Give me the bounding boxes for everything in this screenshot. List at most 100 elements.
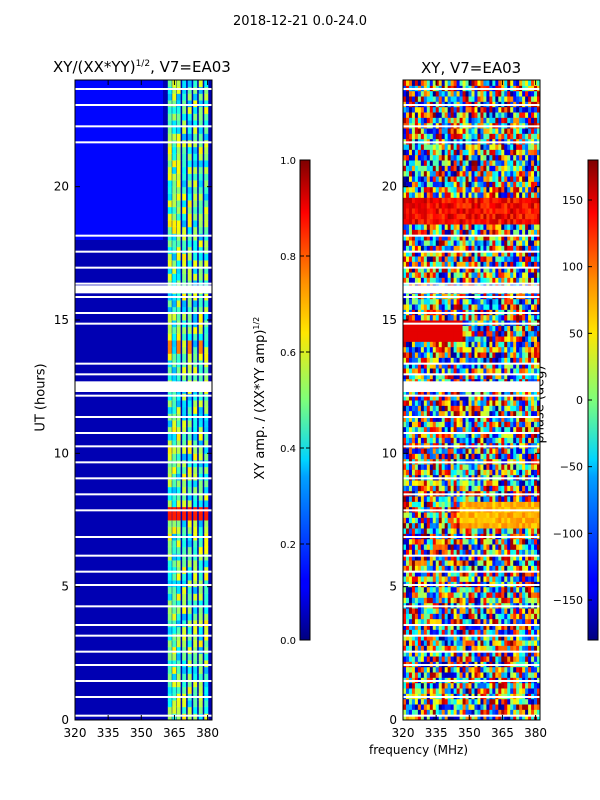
- right-heatmap-cell: [405, 448, 410, 454]
- right-heatmap-cell: [522, 314, 526, 321]
- right-heatmap-cell: [492, 538, 496, 545]
- right-heatmap-cell: [468, 266, 472, 273]
- left-heatmap-cell: [182, 653, 187, 661]
- left-heatmap-cell: [167, 420, 172, 428]
- right-heatmap-cell: [441, 464, 446, 470]
- right-heatmap-cell: [474, 640, 478, 646]
- right-heatmap-cell: [486, 330, 490, 337]
- left-panel-title: XY/(XX*YY)1/2, V7=EA03: [53, 58, 231, 76]
- left-heatmap-cell: [193, 586, 198, 594]
- right-heatmap-cell: [531, 576, 535, 582]
- right-heatmap-cell: [480, 325, 484, 332]
- right-heatmap-cell: [471, 608, 475, 614]
- right-heatmap-cell: [489, 256, 493, 262]
- right-panel-title: XY, V7=EA03: [421, 59, 522, 77]
- right-heatmap-cell: [426, 538, 431, 545]
- left-heatmap-cell: [172, 226, 177, 234]
- right-heatmap-cell: [456, 357, 461, 364]
- right-heatmap-cell: [525, 688, 529, 694]
- right-heatmap-cell: [513, 314, 517, 321]
- right-heatmap-cell: [456, 341, 461, 348]
- left-heatmap-cell: [176, 366, 181, 374]
- right-heatmap-cell: [441, 277, 446, 284]
- left-heatmap-cell: [167, 153, 172, 161]
- right-heatmap-cell: [477, 362, 481, 369]
- right-heatmap-cell: [489, 586, 493, 593]
- right-heatmap-cell: [498, 410, 502, 417]
- right-heatmap-cell: [513, 480, 517, 486]
- right-heatmap-cell: [519, 517, 523, 524]
- right-heatmap-cell: [507, 656, 511, 662]
- left-heatmap-cell: [172, 186, 177, 194]
- left-heatmap-cell: [176, 640, 181, 648]
- right-heatmap-cell: [438, 410, 443, 417]
- right-heatmap-cell: [525, 709, 529, 716]
- right-heatmap-cell: [450, 538, 455, 545]
- right-heatmap-cell: [411, 528, 416, 534]
- left-heatmap-gap: [75, 285, 212, 294]
- right-heatmap-cell: [537, 560, 540, 566]
- right-heatmap-cell: [483, 586, 487, 593]
- colorbar-tick-label: 0.2: [280, 540, 296, 551]
- right-heatmap-cell: [480, 570, 484, 577]
- right-heatmap-cell: [435, 714, 440, 720]
- right-heatmap-cell: [441, 352, 446, 358]
- left-heatmap-cell: [187, 93, 192, 101]
- right-heatmap-cell: [474, 400, 478, 406]
- right-heatmap-cell: [501, 389, 505, 396]
- left-heatmap-cell: [198, 173, 203, 181]
- left-heatmap-cell: [204, 446, 209, 454]
- right-heatmap-cell: [480, 362, 484, 369]
- right-heatmap-cell: [456, 656, 461, 662]
- left-heatmap-cell: [172, 373, 177, 381]
- right-heatmap-cell: [501, 261, 505, 268]
- right-heatmap-cell: [537, 266, 540, 273]
- right-heatmap-cell: [429, 432, 434, 438]
- right-heatmap-cell: [471, 576, 475, 582]
- right-heatmap-cell: [504, 570, 508, 577]
- right-heatmap-cell: [459, 538, 464, 545]
- right-heatmap-cell: [435, 405, 440, 412]
- right-heatmap-cell: [408, 314, 413, 321]
- right-heatmap-cell: [411, 501, 416, 508]
- right-heatmap-cell: [534, 400, 538, 406]
- right-heatmap-cell: [531, 261, 535, 268]
- right-heatmap-cell: [534, 250, 538, 257]
- right-heatmap-cell: [453, 304, 458, 310]
- right-heatmap-cell: [426, 373, 431, 380]
- right-heatmap-cell: [486, 261, 490, 268]
- left-heatmap-cell: [172, 520, 177, 528]
- right-heatmap-cell: [489, 448, 493, 454]
- right-heatmap-cell: [450, 650, 455, 657]
- right-heatmap-cell: [537, 357, 540, 364]
- right-heatmap-cell: [474, 709, 478, 716]
- right-heatmap-cell: [471, 298, 475, 305]
- right-heatmap-cell: [468, 405, 472, 412]
- right-heatmap-cell: [426, 613, 431, 620]
- right-heatmap-cell: [498, 592, 502, 598]
- left-heatmap-cell: [204, 406, 209, 414]
- right-heatmap-cell: [531, 352, 535, 358]
- left-heatmap-cell: [167, 606, 172, 614]
- right-heatmap-cell: [432, 314, 437, 321]
- right-heatmap-cell: [438, 336, 443, 342]
- right-heatmap-cell: [426, 394, 431, 401]
- right-heatmap-cell: [465, 394, 470, 401]
- left-heatmap-cell: [172, 266, 177, 274]
- right-heatmap-cell: [403, 325, 407, 332]
- right-heatmap-cell: [414, 512, 419, 518]
- right-heatmap-cell: [453, 522, 458, 529]
- right-heatmap-cell: [459, 464, 464, 470]
- left-heatmap-cell: [198, 226, 203, 234]
- right-heatmap-cell: [522, 528, 526, 534]
- right-heatmap-cell: [403, 650, 407, 657]
- right-heatmap-cell: [483, 357, 487, 364]
- right-heatmap-cell: [403, 528, 407, 534]
- right-heatmap-cell: [510, 538, 514, 545]
- right-heatmap-cell: [489, 368, 493, 374]
- right-heatmap-cell: [435, 304, 440, 310]
- right-heatmap-cell: [519, 613, 523, 620]
- right-heatmap-cell: [510, 645, 514, 652]
- right-heatmap-cell: [408, 352, 413, 358]
- right-heatmap-cell: [441, 672, 446, 678]
